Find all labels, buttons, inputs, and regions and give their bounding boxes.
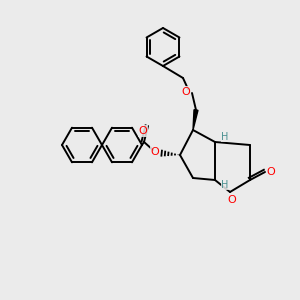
Polygon shape (193, 110, 198, 130)
Text: O: O (151, 147, 159, 157)
Text: O: O (182, 87, 190, 97)
Text: O: O (228, 195, 236, 205)
Text: H: H (221, 180, 229, 190)
Text: O: O (267, 167, 275, 177)
Text: O: O (139, 126, 147, 136)
Text: H: H (221, 132, 229, 142)
